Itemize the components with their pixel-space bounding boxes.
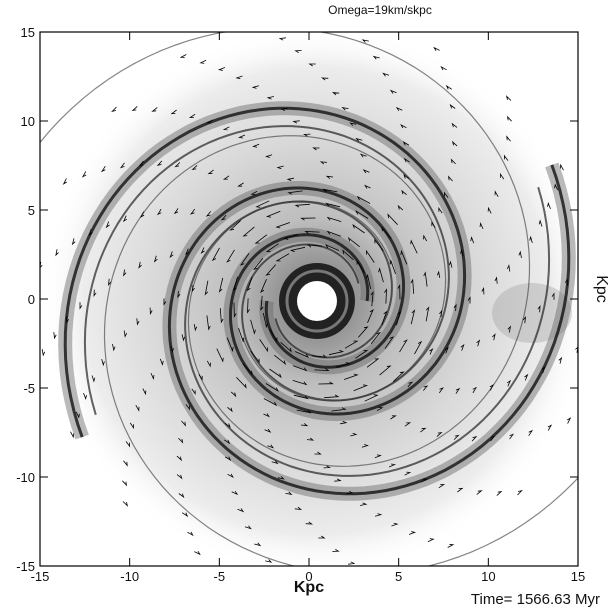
x-tick-label: -10 xyxy=(120,569,139,584)
x-tick-label: 0 xyxy=(305,569,312,584)
footer-time: Time= 1566.63 Myr xyxy=(471,591,600,608)
x-tick-label: 5 xyxy=(395,569,402,584)
velocity-arrows xyxy=(40,37,578,565)
y-tick-label: 15 xyxy=(21,25,35,40)
spiral-arm xyxy=(40,32,531,467)
y-tick-label: -10 xyxy=(16,470,35,485)
spiral-arm xyxy=(103,135,578,566)
x-axis-label: Kpc xyxy=(294,579,324,596)
y-axis-label: Kpc xyxy=(593,275,610,303)
core-ring xyxy=(285,269,349,333)
gas-clump xyxy=(492,283,572,343)
x-tick-label: 10 xyxy=(481,569,495,584)
chart-title: Omega=19km/skpc xyxy=(328,3,432,17)
x-tick-label: -15 xyxy=(31,569,50,584)
core-hole xyxy=(297,281,337,321)
y-tick-label: -15 xyxy=(16,559,35,574)
spiral-arm xyxy=(63,106,467,438)
y-tick-label: 10 xyxy=(21,114,35,129)
y-tick-label: 0 xyxy=(28,292,35,307)
y-tick-label: -5 xyxy=(23,381,35,396)
x-tick-label: -5 xyxy=(214,569,226,584)
x-tick-label: 15 xyxy=(571,569,585,584)
density-map xyxy=(40,32,578,566)
y-tick-label: 5 xyxy=(28,203,35,218)
spiral-arm xyxy=(167,164,571,496)
